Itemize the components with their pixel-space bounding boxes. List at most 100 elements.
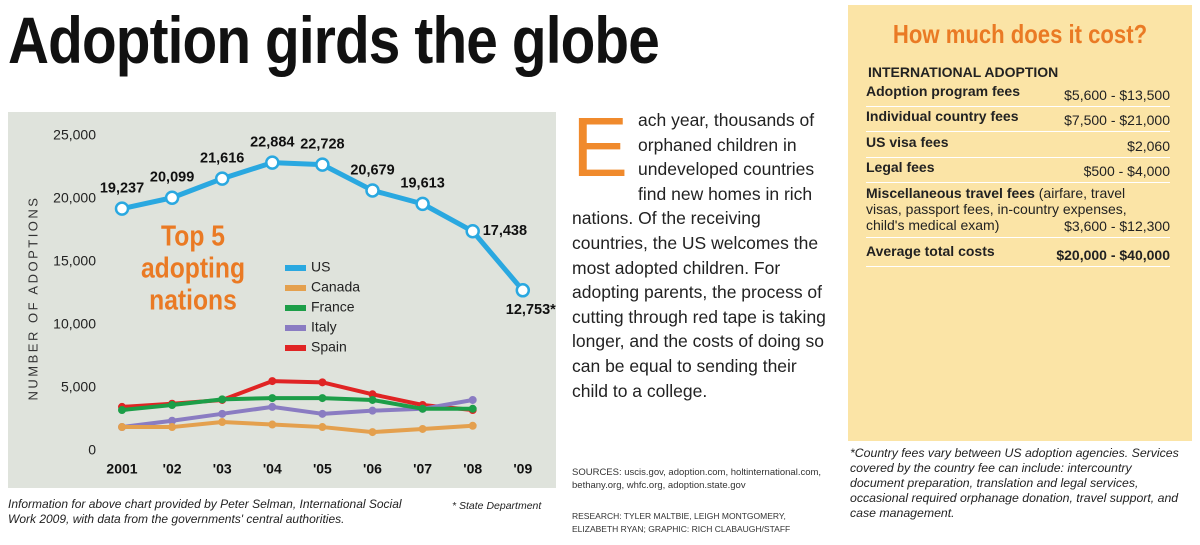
y-tick-label: 10,000 bbox=[53, 316, 96, 332]
cost-label: US visa fees bbox=[866, 134, 1170, 150]
point bbox=[318, 423, 327, 432]
point bbox=[268, 420, 277, 429]
legend-label: US bbox=[311, 259, 330, 275]
data-label: 20,679 bbox=[350, 162, 394, 178]
cost-value: $5,600 - $13,500 bbox=[1064, 87, 1170, 103]
point bbox=[468, 421, 477, 430]
point bbox=[168, 401, 177, 410]
point bbox=[318, 409, 327, 418]
cost-footnote: *Country fees vary between US adoption a… bbox=[850, 446, 1179, 520]
cost-title: How much does it cost? bbox=[892, 19, 1148, 49]
cost-row: US visa fees $2,060 bbox=[866, 134, 1170, 158]
point bbox=[318, 378, 327, 387]
article-body: ach year, thousands of orphaned children… bbox=[572, 110, 826, 401]
point bbox=[368, 428, 377, 437]
data-label: 20,099 bbox=[150, 170, 194, 186]
drop-cap: E bbox=[572, 100, 629, 194]
cost-label: Miscellaneous travel fees (airfare, trav… bbox=[866, 185, 1146, 233]
legend-label: Spain bbox=[311, 339, 347, 355]
cost-label: Adoption program fees bbox=[866, 83, 1170, 99]
data-label: 19,613 bbox=[400, 176, 444, 192]
point bbox=[268, 394, 277, 403]
point bbox=[418, 424, 427, 433]
data-label: 17,438 bbox=[483, 223, 527, 239]
cost-value: $500 - $4,000 bbox=[1083, 163, 1170, 179]
annotation: nations bbox=[149, 284, 237, 316]
cost-label-text: US visa fees bbox=[866, 134, 949, 150]
y-tick-label: 25,000 bbox=[53, 127, 96, 143]
chart-panel bbox=[8, 112, 556, 488]
x-tick-label: '05 bbox=[313, 461, 332, 477]
point bbox=[418, 404, 427, 413]
headline: Adoption girds the globe bbox=[8, 3, 660, 77]
point bbox=[368, 395, 377, 404]
series-line bbox=[122, 420, 473, 435]
y-tick-label: 5,000 bbox=[61, 379, 96, 395]
data-label: 21,616 bbox=[200, 150, 244, 166]
cost-label-text: Average total costs bbox=[866, 243, 995, 259]
cost-label: Average total costs bbox=[866, 243, 1170, 259]
x-tick-label: 2001 bbox=[106, 461, 137, 477]
point bbox=[265, 155, 280, 170]
point bbox=[218, 395, 227, 404]
point bbox=[218, 418, 227, 427]
point bbox=[415, 196, 430, 212]
data-label: 22,884 bbox=[250, 134, 294, 150]
x-tick-label: '03 bbox=[213, 461, 232, 477]
point bbox=[468, 395, 477, 404]
x-tick-label: '09 bbox=[513, 461, 532, 477]
cost-value: $3,600 - $12,300 bbox=[1064, 218, 1170, 234]
annotation: adopting bbox=[141, 252, 245, 284]
legend-label: Canada bbox=[311, 279, 360, 295]
point bbox=[465, 224, 480, 239]
sources: SOURCES: uscis.gov, adoption.com, holtin… bbox=[572, 467, 822, 491]
point bbox=[168, 423, 177, 432]
chart-source: Information for above chart provided by … bbox=[8, 497, 402, 526]
cost-label-text: Adoption program fees bbox=[866, 83, 1021, 99]
point bbox=[118, 406, 126, 415]
y-tick-label: 0 bbox=[88, 442, 96, 458]
point bbox=[218, 409, 227, 418]
point bbox=[214, 171, 230, 186]
point bbox=[315, 157, 330, 172]
y-axis-label: NUMBER OF ADOPTIONS bbox=[25, 196, 40, 401]
point bbox=[268, 402, 277, 411]
point bbox=[515, 283, 531, 298]
legend-label: France bbox=[311, 299, 355, 315]
x-tick-label: '02 bbox=[163, 461, 182, 477]
cost-label-text: Miscellaneous travel fees bbox=[866, 185, 1035, 201]
point bbox=[164, 190, 180, 206]
cost-label-text: Individual country fees bbox=[866, 108, 1019, 124]
x-tick-label: '04 bbox=[263, 461, 282, 477]
series-line bbox=[121, 396, 473, 413]
cost-value: $20,000 - $40,000 bbox=[1056, 247, 1170, 263]
x-tick-label: '08 bbox=[463, 461, 482, 477]
y-tick-label: 20,000 bbox=[53, 190, 96, 206]
data-label: 19,237 bbox=[100, 180, 144, 196]
chart-asterisk: * State Department bbox=[452, 500, 542, 512]
x-tick-label: '06 bbox=[363, 461, 382, 477]
annotation: Top 5 bbox=[161, 220, 225, 252]
cost-value: $2,060 bbox=[1127, 138, 1170, 154]
point bbox=[365, 183, 380, 198]
credits: RESEARCH: TYLER MALTBIE, LEIGH MONTGOMER… bbox=[572, 511, 791, 534]
point bbox=[468, 404, 477, 413]
cost-label-note: (airfare, travel visas, passport fees, i… bbox=[866, 185, 1127, 233]
legend-label: Italy bbox=[311, 319, 337, 335]
cost-row: Individual country fees $7,500 - $21,000 bbox=[866, 108, 1170, 132]
cost-row: Legal fees $500 - $4,000 bbox=[866, 159, 1170, 183]
cost-label: Individual country fees bbox=[866, 108, 1170, 124]
point bbox=[268, 377, 277, 386]
cost-section: INTERNATIONAL ADOPTION bbox=[868, 64, 1059, 80]
y-tick-label: 15,000 bbox=[53, 253, 96, 269]
cost-row: Miscellaneous travel fees (airfare, trav… bbox=[866, 185, 1170, 238]
point bbox=[368, 406, 377, 415]
cost-row: Average total costs $20,000 - $40,000 bbox=[866, 243, 1170, 267]
cost-label-text: Legal fees bbox=[866, 159, 935, 175]
point bbox=[318, 394, 327, 403]
cost-box: How much does it cost? INTERNATIONAL ADO… bbox=[848, 5, 1192, 441]
cost-label: Legal fees bbox=[866, 159, 1170, 175]
point bbox=[118, 423, 126, 432]
